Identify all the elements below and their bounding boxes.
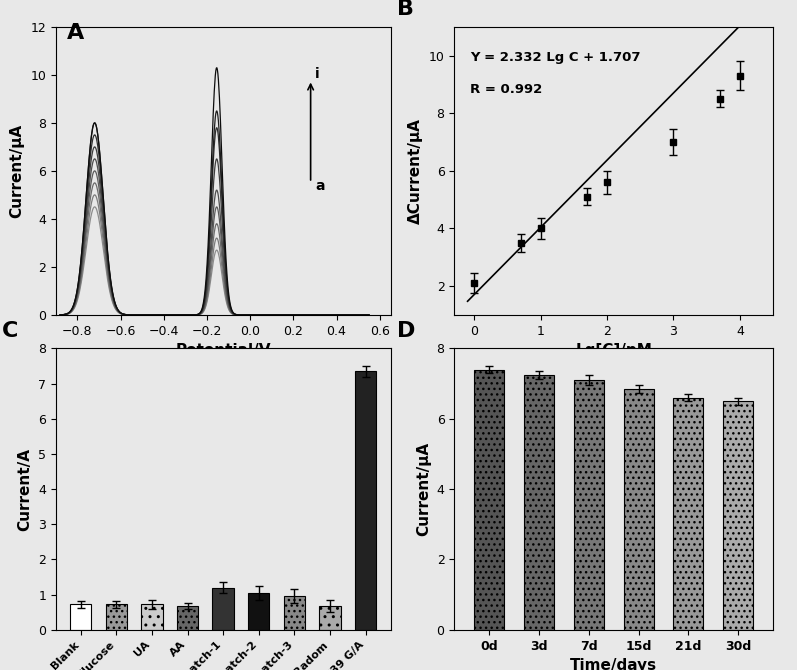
Y-axis label: Current/A: Current/A [18,448,33,531]
Y-axis label: ΔCurrent/μA: ΔCurrent/μA [408,118,423,224]
Bar [524,375,554,630]
Text: C: C [2,321,18,341]
Bar [213,588,234,630]
Y-axis label: Current/μA: Current/μA [416,442,431,536]
Bar [355,371,376,630]
Bar [141,604,163,630]
Text: R = 0.992: R = 0.992 [470,83,543,96]
Bar [724,401,753,630]
Bar [320,606,340,630]
Text: Y = 2.332 Lg C + 1.707: Y = 2.332 Lg C + 1.707 [470,52,641,64]
Text: D: D [397,321,415,341]
X-axis label: Lg[C]/pM: Lg[C]/pM [575,343,652,358]
Bar [106,604,127,630]
Text: a: a [315,179,324,193]
Bar [623,389,654,630]
X-axis label: Time/days: Time/days [570,658,658,670]
Bar [248,593,269,630]
Bar [284,596,305,630]
Text: A: A [67,23,84,43]
Text: B: B [397,0,414,19]
Bar [574,380,604,630]
Bar [673,398,704,630]
Bar [474,370,504,630]
Text: i: i [315,68,320,82]
Bar [177,606,198,630]
X-axis label: Potential/V: Potential/V [175,343,271,358]
Y-axis label: Current/μA: Current/μA [10,124,25,218]
Bar [70,604,92,630]
